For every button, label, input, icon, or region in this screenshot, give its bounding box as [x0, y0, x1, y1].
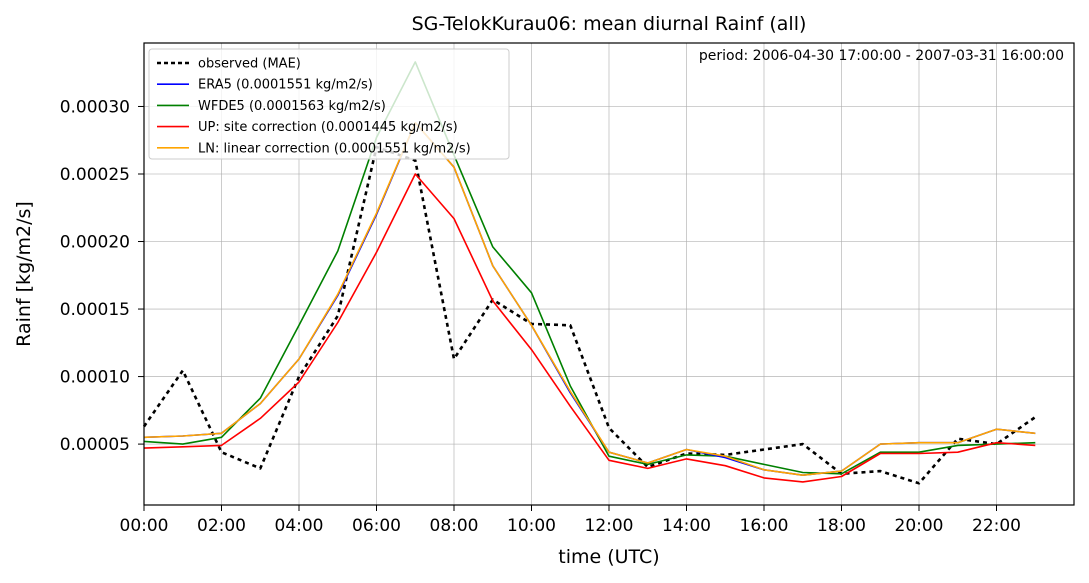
y-axis-label: Rainf [kg/m2/s]: [13, 201, 35, 347]
legend: observed (MAE) ERA5 (0.0001551 kg/m2/s) WF…: [148, 48, 510, 160]
series-line-4: [143, 121, 1036, 477]
period-annotation: period: 2006-04-30 17:00:00 - 2007-03-31…: [699, 48, 1064, 64]
legend-frame: [148, 48, 510, 160]
grid-layer: [143, 43, 1074, 505]
x-tick-label: 18:00: [817, 516, 866, 536]
y-tick-label: 0.00025: [60, 165, 130, 185]
y-tick-label: 0.00020: [60, 233, 130, 253]
y-tick-label: 0.00005: [60, 435, 130, 455]
x-tick-label: 22:00: [972, 516, 1021, 536]
y-tick-label: 0.00030: [60, 97, 130, 117]
chart-title: SG-TelokKurau06: mean diurnal Rainf (all…: [412, 13, 807, 35]
series-line-0: [142, 145, 1037, 485]
x-tick-label: 00:00: [120, 516, 169, 536]
x-tick-label: 12:00: [585, 516, 634, 536]
x-tick-label: 16:00: [740, 516, 789, 536]
x-tick-label: 02:00: [197, 516, 246, 536]
series-layer: [142, 61, 1037, 485]
x-tick-label: 04:00: [275, 516, 324, 536]
x-tick-label: 10:00: [507, 516, 556, 536]
x-tick-label: 14:00: [662, 516, 711, 536]
legend-label: WFDE5 (0.0001563 kg/m2/s): [198, 99, 386, 114]
x-tick-label: 20:00: [895, 516, 944, 536]
series-line-3: [143, 173, 1036, 483]
x-axis-label: time (UTC): [558, 546, 659, 568]
tick-layer: 00:00 02:00 04:00 06:00 08:00 10:00 12:00 14:00…: [60, 97, 1021, 536]
legend-label: LN: linear correction (0.0001551 kg/m2/s…: [198, 141, 471, 156]
legend-label: ERA5 (0.0001551 kg/m2/s): [198, 78, 373, 93]
y-tick-label: 0.00015: [60, 300, 130, 320]
x-tick-label: 06:00: [352, 516, 401, 536]
x-tick-label: 08:00: [430, 516, 479, 536]
y-tick-label: 0.00010: [60, 368, 130, 388]
legend-label: observed (MAE): [198, 57, 301, 72]
legend-label: UP: site correction (0.0001445 kg/m2/s): [198, 120, 458, 135]
